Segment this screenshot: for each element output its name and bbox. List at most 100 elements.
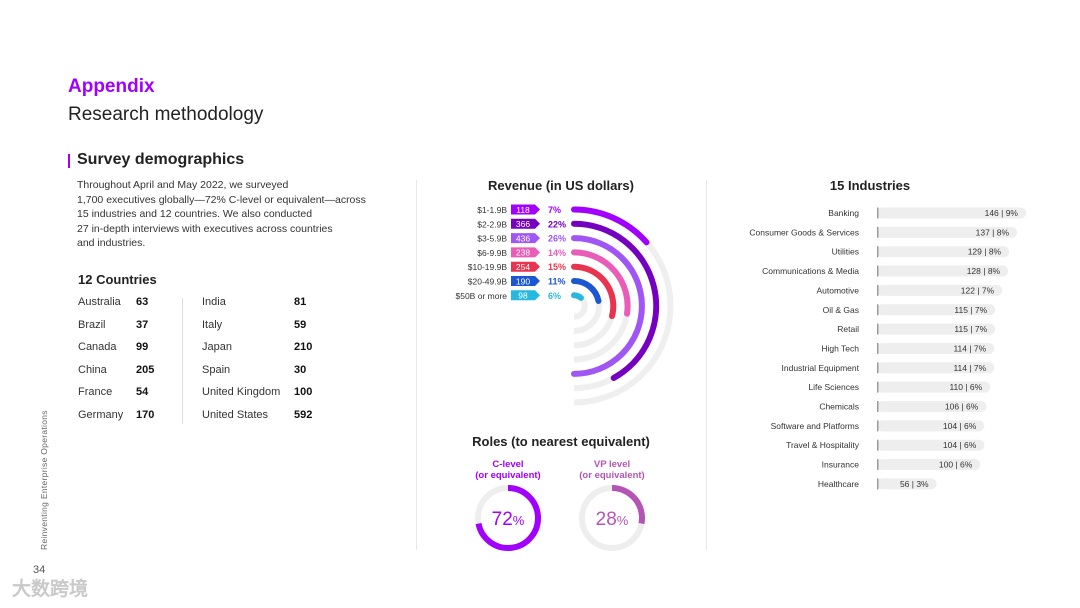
industry-value-label: 128 | 8% xyxy=(967,266,1001,276)
revenue-count-tag xyxy=(511,204,540,215)
industry-label: Insurance xyxy=(822,460,860,470)
industry-label: Oil & Gas xyxy=(823,305,859,315)
country-name: France xyxy=(78,386,113,398)
country-name: Spain xyxy=(202,363,231,376)
donut-value-label: 72% xyxy=(492,509,525,530)
donut-arc xyxy=(611,485,645,525)
column-divider xyxy=(416,180,417,550)
revenue-arc xyxy=(571,292,584,301)
industry-bar xyxy=(877,304,996,316)
country-value: 81 xyxy=(294,296,307,308)
industry-value-label: 146 | 9% xyxy=(985,208,1019,218)
industry-bar xyxy=(877,459,981,471)
c-level-label: C-level (or equivalent) xyxy=(458,459,558,481)
intro-line: 1,700 executives globally—72% C-level or… xyxy=(77,193,366,206)
industries-chart-title: 15 Industries xyxy=(829,178,911,193)
industry-bar xyxy=(877,362,995,374)
industry-bar xyxy=(877,342,995,354)
industry-label: Healthcare xyxy=(818,479,859,489)
revenue-count-label: 366 xyxy=(516,219,530,229)
industry-value-label: 100 | 6% xyxy=(939,460,973,470)
country-value: 54 xyxy=(136,386,149,398)
industry-bar xyxy=(877,265,1009,277)
industry-bar xyxy=(877,246,1010,258)
country-value: 100 xyxy=(294,386,313,398)
revenue-arc xyxy=(571,249,631,317)
industry-bar-baseline xyxy=(877,401,879,412)
page-number: 34 xyxy=(33,564,46,576)
revenue-percent-label: 7% xyxy=(548,205,561,215)
industry-bar-baseline xyxy=(877,342,879,354)
revenue-percent-label: 15% xyxy=(548,262,566,272)
revenue-count-tag xyxy=(511,218,540,229)
country-name: United States xyxy=(202,408,269,421)
industry-bar-baseline xyxy=(877,420,879,432)
revenue-category-label: $50B or more xyxy=(456,291,508,301)
industry-label: High Tech xyxy=(821,343,859,353)
revenue-count-label: 254 xyxy=(516,262,530,272)
country-name: Australia xyxy=(78,296,121,308)
industry-bar-baseline xyxy=(877,304,879,316)
revenue-percent-label: 14% xyxy=(548,248,566,258)
revenue-count-label: 238 xyxy=(516,248,530,258)
intro-line: Throughout April and May 2022, we survey… xyxy=(77,179,289,191)
industry-value-label: 115 | 7% xyxy=(954,324,987,334)
c-level-label-line: (or equivalent) xyxy=(475,470,541,481)
column-divider xyxy=(706,180,707,550)
industry-label: Life Sciences xyxy=(808,382,859,392)
country-value: 592 xyxy=(294,408,313,421)
revenue-arc xyxy=(571,235,645,377)
revenue-arc xyxy=(571,206,650,246)
intro-line: and industries. xyxy=(77,237,146,250)
vp-level-label-line: VP level xyxy=(593,459,631,470)
industry-label: Utilities xyxy=(832,247,859,257)
page-title: Research methodology xyxy=(68,104,264,125)
country-value: 30 xyxy=(294,363,307,376)
industry-value-label: 104 | 6% xyxy=(943,421,977,431)
industry-bar-baseline xyxy=(877,439,879,451)
industry-label: Travel & Hospitality xyxy=(786,440,860,450)
industry-bar xyxy=(877,420,985,432)
industry-bar xyxy=(877,284,1003,296)
watermark-logo: 大数跨境 xyxy=(12,579,89,600)
industry-bar-baseline xyxy=(877,323,879,335)
industry-bar-baseline xyxy=(877,207,879,219)
industries-chart: Banking 146 | 9% Consumer Goods & Services… xyxy=(749,207,1026,490)
revenue-count-tag xyxy=(511,261,540,272)
countries-divider xyxy=(182,298,183,424)
country-name: Japan xyxy=(202,341,232,353)
industry-label: Banking xyxy=(828,208,859,218)
countries-title: 12 Countries xyxy=(78,272,157,287)
industry-label: Industrial Equipment xyxy=(782,363,860,373)
industry-value-label: 114 | 7% xyxy=(953,363,986,373)
revenue-percent-label: 26% xyxy=(548,234,566,244)
revenue-category-label: $3-5.9B xyxy=(477,234,507,244)
revenue-category-label: $20-49.9B xyxy=(468,277,508,287)
revenue-count-label: 98 xyxy=(518,291,528,301)
revenue-count-label: 190 xyxy=(516,276,530,286)
industry-label: Consumer Goods & Services xyxy=(749,227,859,237)
industry-value-label: 115 | 7% xyxy=(954,305,987,315)
industry-bar-baseline xyxy=(877,226,879,238)
industry-label: Software and Platforms xyxy=(771,421,859,431)
revenue-track xyxy=(573,263,617,349)
country-value: 210 xyxy=(294,341,313,353)
industry-bar xyxy=(877,323,996,335)
revenue-category-label: $10-19.9B xyxy=(468,262,508,272)
sidebar-report-title: Reinventing Enterprise Operations xyxy=(39,410,49,550)
c-level-label-line: C-level xyxy=(492,459,524,470)
revenue-chart: $1-1.9B 118 7% $2-2.9B 366 22% $3-5.9B 436 26% $6… xyxy=(456,204,674,406)
donut-arc xyxy=(475,485,541,551)
industry-label: Retail xyxy=(837,324,859,334)
industry-value-label: 56 | 3% xyxy=(900,479,929,489)
revenue-chart-title: Revenue (in US dollars) xyxy=(488,178,634,193)
country-value: 37 xyxy=(136,318,149,331)
industry-bar xyxy=(877,226,1018,238)
roles-chart: 72% 28% xyxy=(475,485,645,551)
intro-line: 15 industries and 12 countries. We also … xyxy=(77,208,313,221)
survey-intro: Throughout April and May 2022, we survey… xyxy=(77,178,392,251)
industry-bar xyxy=(877,401,987,412)
country-value: 205 xyxy=(136,363,155,376)
section-label: Appendix xyxy=(68,76,155,97)
roles-chart-title: Roles (to nearest equivalent) xyxy=(472,434,650,449)
